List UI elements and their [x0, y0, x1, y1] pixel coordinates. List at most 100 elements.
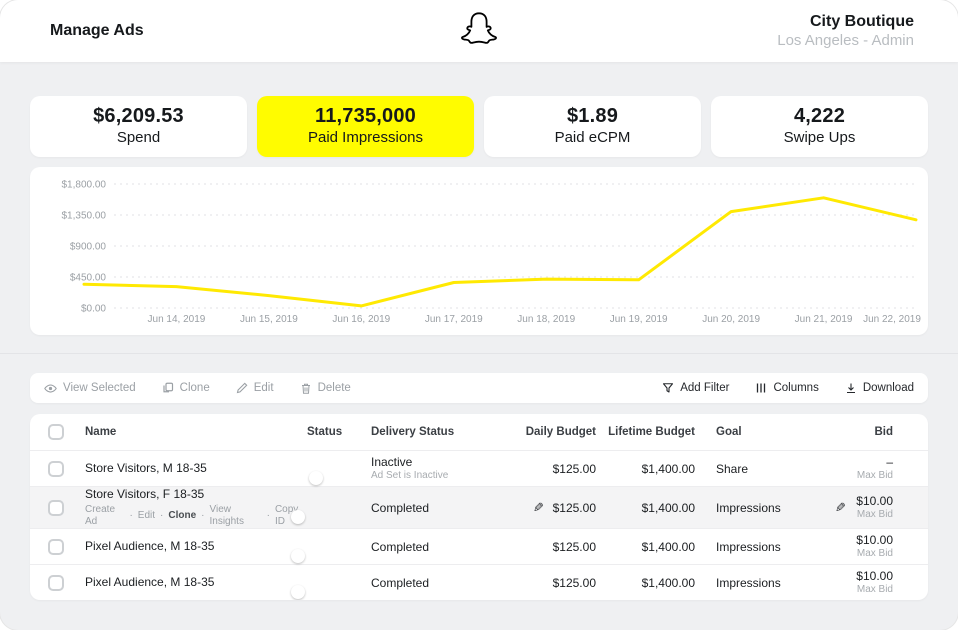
bid-sub-label: Max Bid — [856, 509, 893, 520]
action-separator: · — [129, 510, 133, 521]
toolbar-button-label: View Selected — [63, 382, 136, 394]
stat-label: Paid eCPM — [554, 129, 631, 146]
daily-budget-value: $125.00 — [552, 539, 596, 554]
row-name: Store Visitors, M 18-35 — [85, 461, 207, 475]
filter-icon — [662, 382, 674, 394]
bid-value: $10.00 — [856, 494, 893, 508]
toggle-knob — [291, 509, 305, 524]
column-header-daily-budget[interactable]: Daily Budget — [525, 426, 596, 438]
column-header-name[interactable]: Name — [85, 426, 117, 438]
column-header-lifetime-budget[interactable]: Lifetime Budget — [608, 426, 695, 438]
stat-card-paid-impressions[interactable]: 11,735,000 Paid Impressions — [257, 96, 474, 157]
stat-card-paid-ecpm[interactable]: $1.89 Paid eCPM — [484, 96, 701, 157]
spend-line-chart: $1,800.00 $1,350.00 $900.00 $450.00 $0.00 Jun… — [30, 167, 928, 335]
action-separator: · — [160, 510, 164, 521]
table-row[interactable]: Store Visitors, F 18-35 Create Ad · Edit · C… — [30, 486, 928, 528]
bid-sub-label: Max Bid — [856, 470, 893, 481]
delivery-status-sub: Ad Set is Inactive — [371, 470, 449, 481]
toggle-knob — [291, 584, 305, 599]
toolbar-left-group: View Selected Clone Edit Delete — [44, 382, 377, 395]
bid-sub-label: Max Bid — [856, 584, 893, 595]
column-header-delivery-status[interactable]: Delivery Status — [371, 426, 455, 438]
row-checkbox[interactable] — [48, 460, 64, 477]
table-row[interactable]: Pixel Audience, M 18-35 Completed $125.0… — [30, 528, 928, 564]
bid-value: $10.00 — [856, 533, 893, 547]
row-name: Store Visitors, F 18-35 — [85, 487, 205, 501]
y-axis-tick: $1,350.00 — [62, 211, 107, 222]
stat-value: $1.89 — [566, 105, 619, 127]
bid-value: $10.00 — [856, 569, 893, 583]
select-all-checkbox[interactable] — [48, 424, 64, 440]
toolbar-edit-button[interactable]: Edit — [236, 382, 274, 394]
clone-icon — [162, 382, 174, 394]
row-name: Pixel Audience, M 18-35 — [85, 575, 215, 589]
stat-label: Swipe Ups — [783, 129, 856, 146]
row-checkbox[interactable] — [48, 538, 64, 555]
snapchat-logo-icon[interactable] — [459, 9, 499, 54]
toolbar-clone-button[interactable]: Clone — [162, 382, 210, 394]
stat-value: 11,735,000 — [315, 105, 416, 127]
row-action-create-ad[interactable]: Create Ad — [85, 504, 116, 527]
row-action-edit[interactable]: Edit — [137, 510, 156, 521]
column-header-goal[interactable]: Goal — [716, 426, 742, 438]
x-axis-tick: Jun 19, 2019 — [610, 314, 668, 325]
toggle-knob — [291, 548, 305, 563]
table-toolbar: View Selected Clone Edit Delete Add Filter C… — [30, 373, 928, 403]
table-row[interactable]: Pixel Audience, M 18-35 Completed $125.0… — [30, 564, 928, 600]
account-switcher[interactable]: City Boutique Los Angeles - Admin — [777, 12, 914, 51]
x-axis-tick: Jun 22, 2019 — [863, 314, 921, 325]
daily-budget-value: $125.00 — [552, 500, 596, 515]
row-checkbox[interactable] — [48, 499, 64, 516]
top-header: Manage Ads City Boutique Los Angeles - A… — [0, 0, 958, 62]
delete-icon — [300, 382, 312, 395]
x-axis-tick: Jun 16, 2019 — [332, 314, 390, 325]
download-icon — [845, 382, 857, 394]
edit-bid-icon[interactable]: ✎ — [835, 500, 847, 515]
daily-budget-value: $125.00 — [552, 461, 596, 476]
goal-value: Impressions — [716, 500, 781, 515]
stat-card-spend[interactable]: $6,209.53 Spend — [30, 96, 247, 157]
toolbar-view-selected-button[interactable]: View Selected — [44, 382, 136, 395]
row-action-copy-id[interactable]: Copy ID — [274, 504, 299, 527]
toolbar-download-button[interactable]: Download — [845, 382, 914, 394]
stat-label: Paid Impressions — [307, 129, 424, 146]
spend-series-line — [82, 196, 918, 308]
delivery-status: Completed — [371, 500, 430, 515]
row-action-clone[interactable]: Clone — [168, 510, 197, 521]
action-separator: · — [201, 510, 205, 521]
toolbar-button-label: Download — [862, 382, 914, 394]
x-axis-tick: Jun 18, 2019 — [517, 314, 575, 325]
delivery-status: Completed — [371, 539, 430, 554]
row-quick-actions: Create Ad · Edit · Clone · View Insights · Copy … — [85, 504, 307, 528]
edit-icon — [236, 382, 248, 394]
x-axis-tick: Jun 21, 2019 — [795, 314, 853, 325]
section-divider — [0, 353, 958, 354]
row-name: Pixel Audience, M 18-35 — [85, 539, 215, 553]
table-header-row: Name Status Delivery Status Daily Budget… — [30, 414, 928, 450]
column-header-status[interactable]: Status — [307, 426, 343, 438]
bid-value: – — [886, 455, 893, 469]
lifetime-budget-value: $1,400.00 — [641, 539, 695, 554]
stat-card-swipe-ups[interactable]: 4,222 Swipe Ups — [711, 96, 928, 157]
x-axis-tick: Jun 20, 2019 — [702, 314, 760, 325]
x-axis-tick: Jun 15, 2019 — [240, 314, 298, 325]
ad-sets-table: Name Status Delivery Status Daily Budget… — [30, 414, 928, 600]
lifetime-budget-value: $1,400.00 — [641, 461, 695, 476]
toolbar-columns-button[interactable]: Columns — [755, 382, 819, 394]
row-checkbox[interactable] — [48, 574, 64, 591]
bid-sub-label: Max Bid — [856, 548, 893, 559]
goal-value: Impressions — [716, 539, 781, 554]
column-header-bid[interactable]: Bid — [874, 426, 893, 438]
toolbar-add-filter-button[interactable]: Add Filter — [662, 382, 729, 394]
edit-daily-budget-icon[interactable]: ✎ — [532, 500, 544, 515]
delivery-status: Inactive — [371, 455, 413, 469]
x-axis-tick: Jun 17, 2019 — [425, 314, 483, 325]
table-row[interactable]: Store Visitors, M 18-35 Inactive Ad Set … — [30, 450, 928, 486]
toolbar-button-label: Edit — [253, 382, 274, 394]
toolbar-delete-button[interactable]: Delete — [300, 382, 351, 395]
stat-value: $6,209.53 — [93, 105, 184, 127]
account-role: Los Angeles - Admin — [777, 31, 914, 49]
row-action-view-insights[interactable]: View Insights — [209, 504, 244, 527]
toolbar-right-group: Add Filter Columns Download — [636, 382, 914, 394]
